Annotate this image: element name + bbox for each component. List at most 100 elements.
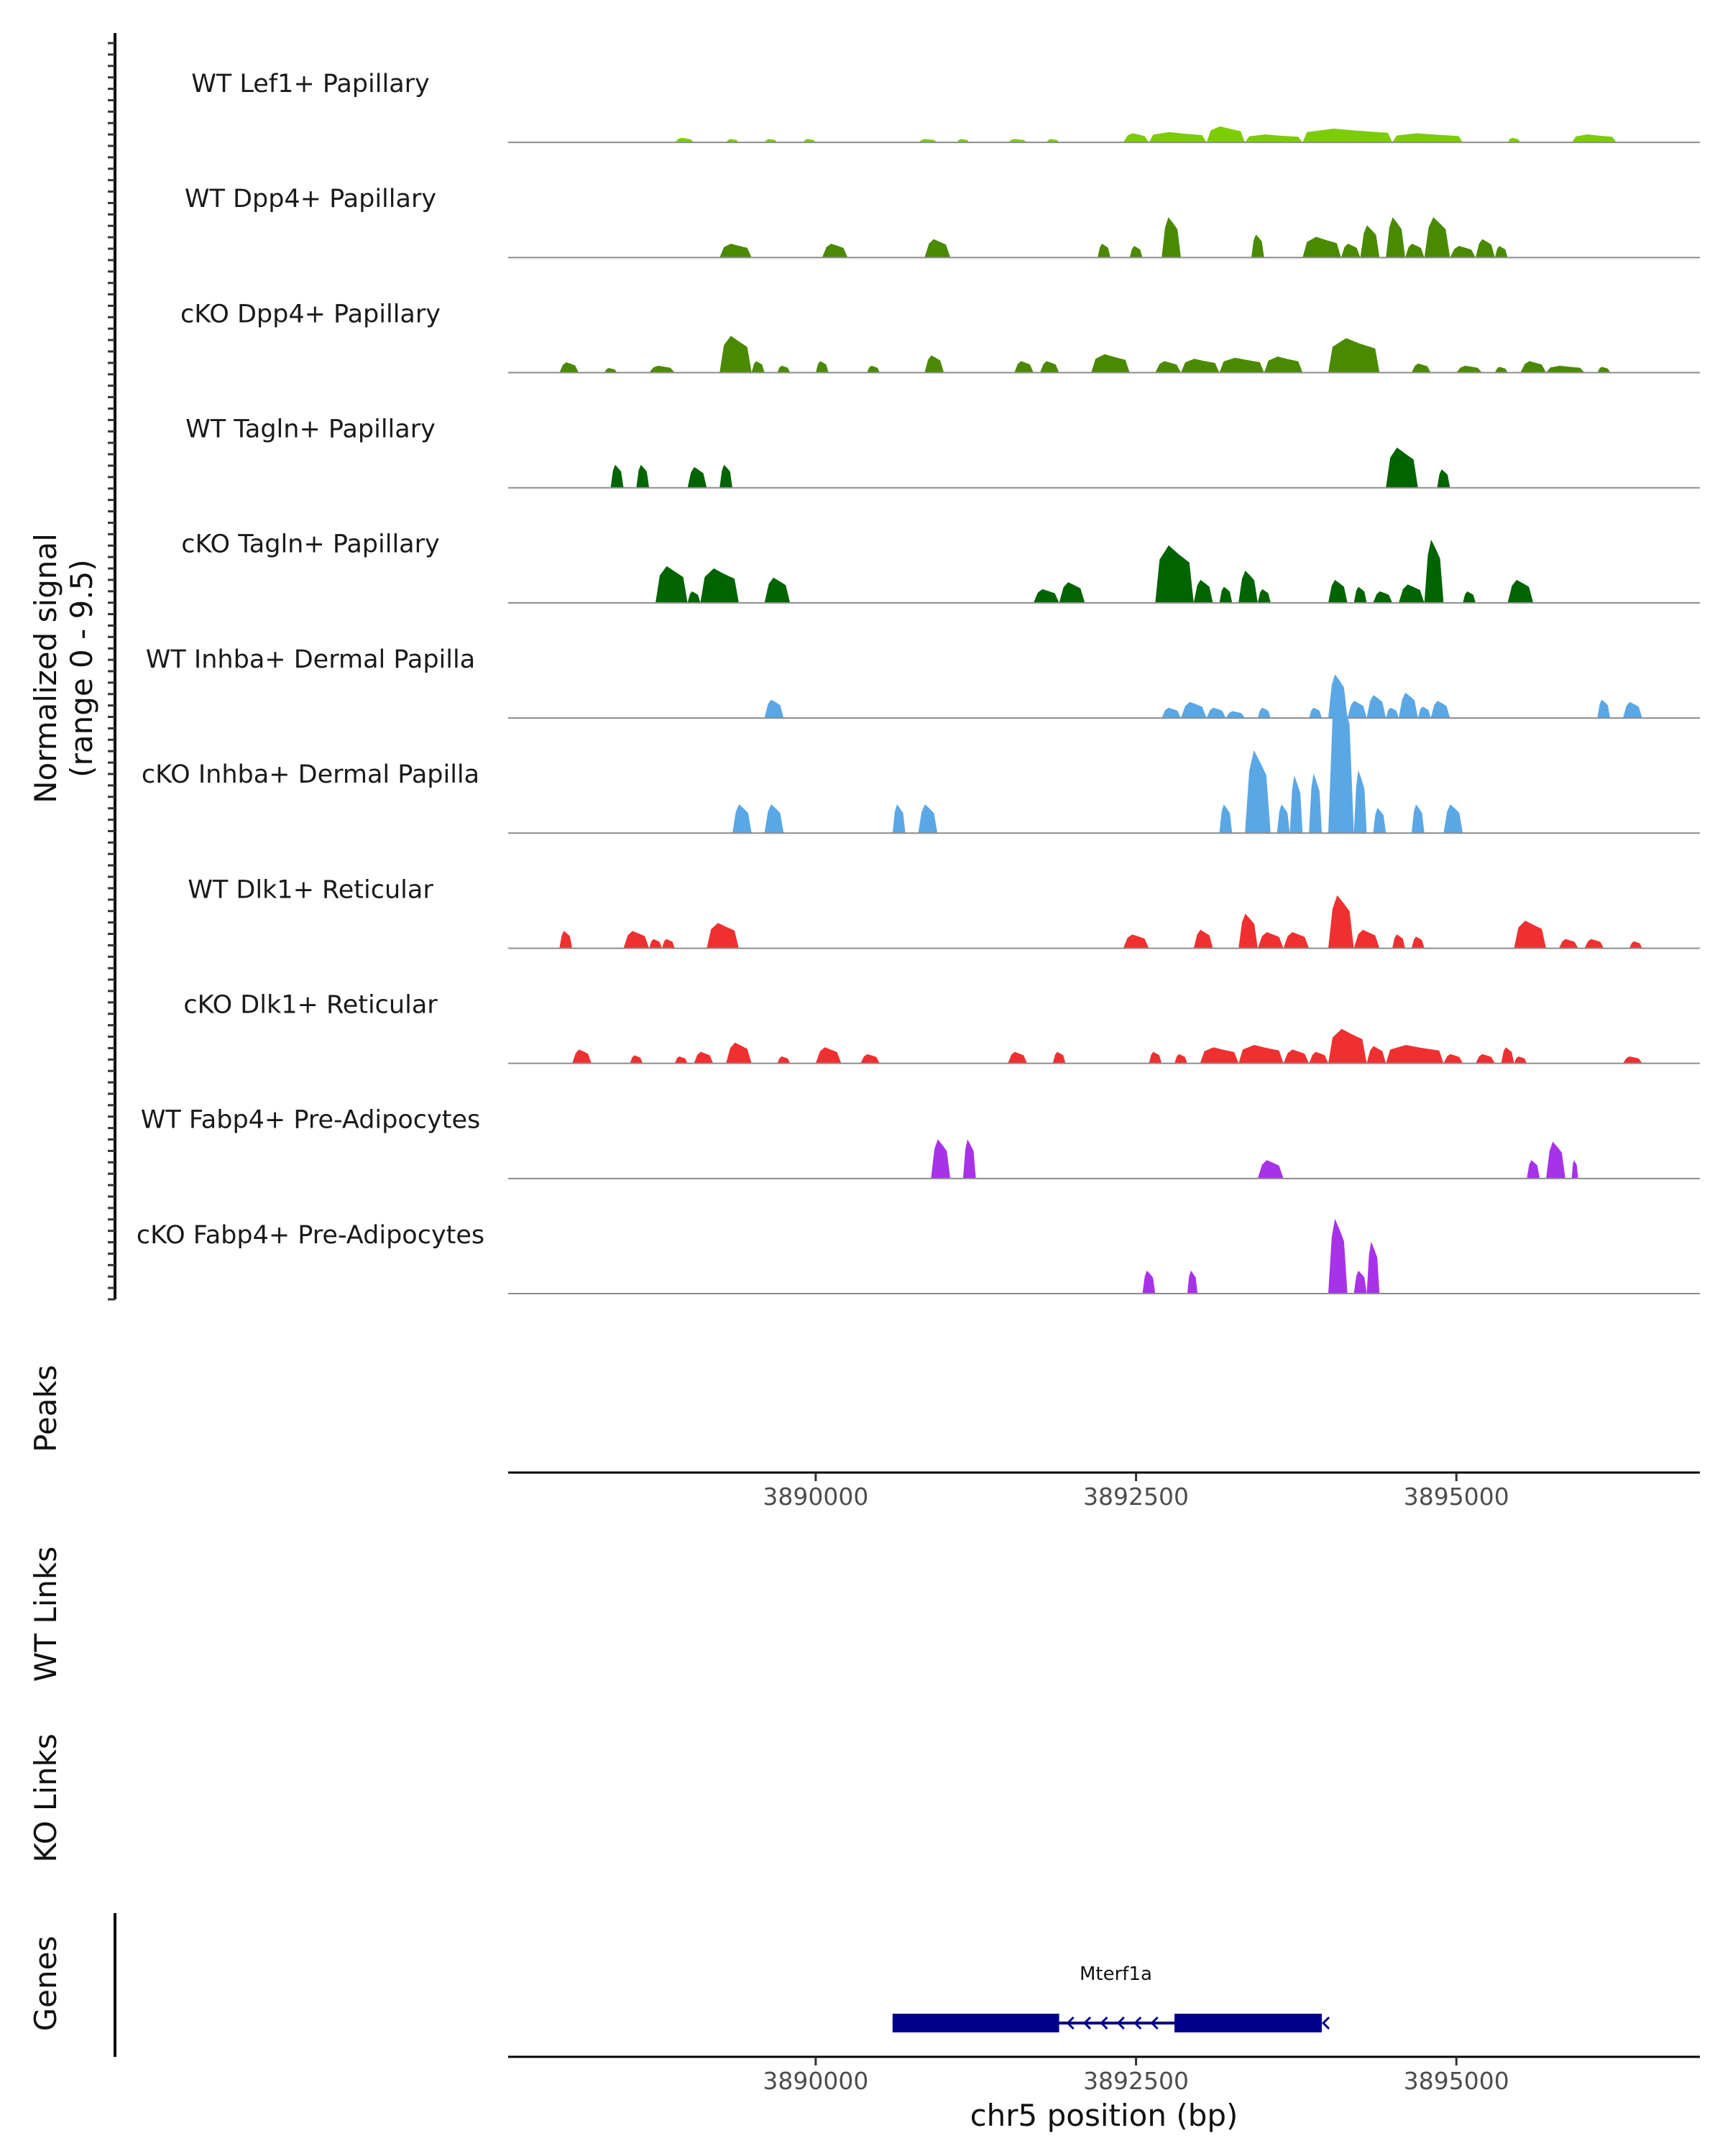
x-tick-label: 3892500: [1083, 1483, 1189, 1511]
signal-peak: [674, 137, 694, 143]
signal-peak: [1450, 246, 1476, 258]
strand-arrow: [1133, 2016, 1142, 2030]
signal-peak: [1437, 469, 1450, 488]
gene-exon: [892, 2014, 1059, 2032]
signal-peak: [1309, 773, 1322, 834]
strand-arrow: [1082, 2016, 1092, 2030]
signal-peak: [1174, 1054, 1187, 1064]
signal-peak: [1527, 1160, 1540, 1179]
signal-peak: [719, 464, 732, 488]
signal-axis-range: (range 0 - 9.5): [64, 559, 99, 778]
x-tick-label: 3890000: [763, 2067, 868, 2095]
signal-peak: [1033, 589, 1059, 603]
signal-peak: [1507, 137, 1521, 143]
signal-peak: [1155, 545, 1194, 603]
gene-name-label: Mterf1a: [1080, 1963, 1152, 1985]
signal-peak: [661, 939, 675, 949]
signal-peak: [604, 368, 617, 373]
coverage-tracks: WT Lef1+ Papillary WT Dpp4+ Papillary cKO …: [137, 70, 1700, 1294]
signal-peak: [1443, 1054, 1463, 1064]
signal-peak: [656, 566, 688, 603]
signal-peak: [815, 1047, 842, 1064]
signal-peak: [1558, 939, 1578, 949]
signal-peak: [1386, 217, 1405, 258]
signal-peak: [1206, 707, 1226, 719]
signal-peak: [777, 365, 791, 373]
signal-peak: [1187, 1271, 1198, 1294]
signal-peak: [1463, 591, 1476, 603]
signal-peak: [815, 361, 829, 373]
signal-peak: [751, 361, 765, 373]
signal-peak: [822, 244, 848, 258]
signal-peak: [764, 699, 784, 719]
signal-peak: [860, 1054, 880, 1064]
signal-peak: [918, 139, 938, 143]
track-7: WT Dlk1+ Reticular: [188, 875, 1700, 949]
signal-peak: [1520, 361, 1547, 373]
signal-peak: [1142, 1271, 1156, 1294]
signal-peak: [1328, 1218, 1348, 1294]
signal-peak: [1328, 338, 1380, 373]
signal-peak: [1399, 584, 1425, 603]
signal-peak: [1206, 126, 1246, 143]
signal-peak: [1411, 804, 1425, 834]
signal-peak: [1373, 808, 1386, 834]
signal-peak: [1091, 354, 1130, 373]
signal-peak: [1257, 707, 1271, 719]
track-label: cKO Dpp4+ Papillary: [180, 300, 441, 328]
peaks-x-axis-ticks: 3890000 3892500 3895000: [763, 1473, 1509, 1511]
signal-peak: [1162, 707, 1181, 719]
signal-peak: [1181, 701, 1207, 719]
signal-peak: [1008, 1051, 1027, 1064]
signal-peak: [1597, 699, 1611, 719]
wt-links-panel-label: WT Links: [28, 1547, 63, 1682]
signal-peak: [1347, 701, 1367, 719]
signal-peak: [1571, 1160, 1578, 1179]
signal-peak: [636, 464, 650, 488]
track-label: cKO Inhba+ Dermal Papilla: [142, 760, 479, 789]
signal-peak: [1424, 217, 1450, 258]
signal-peak: [1443, 804, 1463, 834]
strand-arrow: [1116, 2016, 1125, 2030]
signal-peak: [1456, 365, 1482, 373]
signal-peak: [623, 931, 650, 949]
signal-peak: [1386, 707, 1399, 719]
signal-peak: [1501, 1047, 1514, 1064]
gene-exon: [1174, 2014, 1322, 2032]
signal-peak: [1430, 701, 1450, 719]
signal-peak: [687, 591, 701, 603]
signal-peak: [1386, 1045, 1444, 1064]
signal-peak: [1123, 934, 1149, 949]
signal-peak: [1276, 804, 1290, 834]
signal-peak: [1571, 134, 1617, 143]
signal-peak: [1039, 361, 1059, 373]
track-label: WT Dlk1+ Reticular: [188, 875, 433, 904]
signal-peak: [1098, 244, 1110, 258]
signal-peak: [1014, 361, 1034, 373]
signal-peak: [1366, 1046, 1386, 1064]
signal-peak: [1309, 1051, 1328, 1064]
signal-peak: [957, 139, 970, 143]
signal-peak: [700, 568, 739, 603]
signal-peak: [1283, 932, 1310, 949]
signal-peak: [1052, 1051, 1066, 1064]
signal-peak: [1245, 134, 1303, 143]
signal-peak: [1405, 244, 1425, 258]
track-9: WT Fabp4+ Pre-Adipocytes: [141, 1106, 1700, 1179]
signal-peak: [962, 1139, 976, 1179]
signal-peak: [1200, 1047, 1239, 1064]
signal-axis-ticks: [108, 42, 115, 1301]
track-6: cKO Inhba+ Dermal Papilla: [142, 678, 1700, 834]
strand-arrow: [1150, 2016, 1159, 2030]
signal-peak: [1514, 921, 1547, 949]
x-tick-label: 3890000: [763, 1483, 868, 1511]
genes-panel-label: Genes: [28, 1936, 63, 2032]
signal-peak: [1181, 359, 1220, 373]
signal-peak: [777, 1056, 791, 1064]
signal-peak: [764, 577, 791, 603]
track-label: WT Fabp4+ Pre-Adipocytes: [141, 1106, 480, 1135]
signal-peak: [1411, 363, 1431, 373]
signal-peak: [1623, 701, 1642, 719]
signal-peak: [687, 466, 707, 488]
strand-arrow: [1100, 2016, 1108, 2030]
